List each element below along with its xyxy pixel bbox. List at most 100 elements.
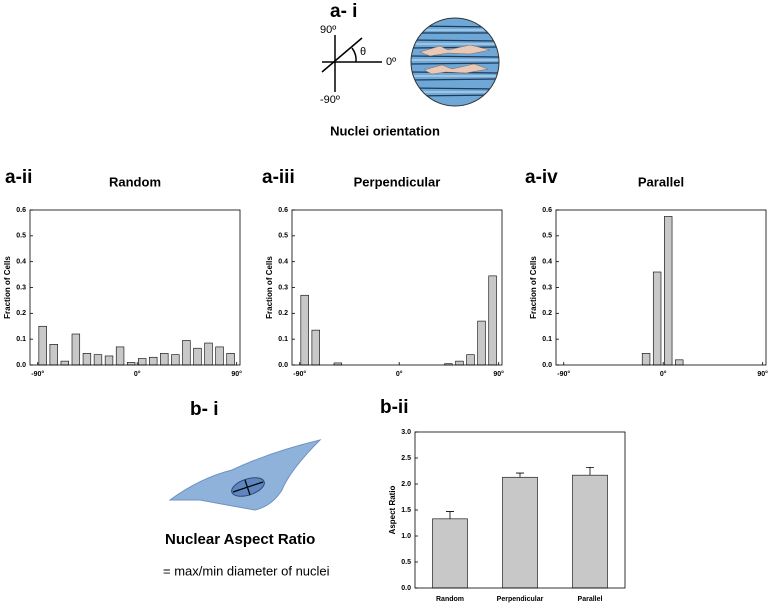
y-tick-label: 0.1: [278, 336, 288, 343]
y-tick-label: 0.5: [278, 233, 288, 240]
chart-title: Perpendicular: [354, 174, 441, 189]
y-tick-label: 0.3: [542, 284, 552, 291]
x-tick-label: 0°: [660, 370, 667, 378]
y-tick-label: 0.1: [542, 336, 552, 343]
x-tick-label: 90°: [493, 370, 504, 378]
y-tick-label: 0.4: [16, 259, 26, 266]
y-tick-label: 3.0: [401, 429, 411, 436]
histogram-bar: [60, 360, 69, 366]
y-tick-label: 0.6: [16, 207, 26, 214]
plot-frame: [291, 209, 503, 366]
panel-label: a-iii: [262, 167, 295, 188]
y-tick-label: 2.5: [401, 455, 411, 462]
x-tick-label: -90°: [293, 370, 306, 378]
y-tick-label: 1.0: [401, 533, 411, 540]
chart-title: Random: [109, 174, 161, 189]
bar: [432, 518, 468, 589]
histogram-bar: [664, 216, 673, 366]
histogram-bar: [104, 355, 114, 366]
caption: Nuclei orientation: [330, 123, 440, 138]
axis-label: 90º: [320, 24, 336, 36]
histogram-bar: [641, 353, 651, 366]
histogram-bar: [149, 356, 158, 366]
y-axis-label: Fraction of Cells: [3, 256, 12, 319]
y-tick-label: 0.0: [401, 585, 411, 592]
error-bar: [446, 511, 454, 519]
histogram-bar: [160, 353, 169, 366]
y-tick-label: 0.3: [278, 284, 288, 291]
x-tick-label: 0°: [134, 370, 141, 378]
histogram-bar: [204, 342, 213, 366]
y-tick-label: 1.5: [401, 507, 411, 514]
orientation-axes: [321, 35, 382, 92]
angle-label: θ: [360, 46, 366, 58]
histogram-bar: [226, 353, 235, 366]
y-tick-label: 0.4: [278, 259, 288, 266]
y-axis-label: Fraction of Cells: [265, 256, 274, 319]
y-tick-label: 0.2: [542, 310, 552, 317]
y-tick-label: 0.1: [16, 336, 26, 343]
axis-label: 0º: [386, 56, 396, 68]
histogram-bar: [38, 325, 47, 366]
histogram-bar: [477, 320, 486, 366]
y-axis-label: Aspect Ratio: [388, 485, 397, 534]
panel-label: b- i: [190, 399, 219, 420]
histogram-bar: [193, 347, 202, 366]
histogram-bar: [300, 294, 309, 366]
y-tick-label: 0.5: [542, 233, 552, 240]
y-tick-label: 0.2: [16, 310, 26, 317]
definition: = max/min diameter of nuclei: [163, 563, 330, 578]
y-tick-label: 0.6: [542, 207, 552, 214]
histogram-bar: [115, 346, 125, 366]
y-tick-label: 0.0: [16, 362, 26, 369]
cell-illustration: [168, 439, 322, 511]
histogram-bar: [49, 344, 58, 366]
panel-label: b-ii: [380, 397, 409, 418]
bar: [572, 474, 608, 589]
y-axis-label: Fraction of Cells: [529, 256, 538, 319]
plot-frame: [555, 209, 767, 366]
x-tick-label: -90°: [31, 370, 44, 378]
error-bar: [586, 466, 594, 476]
histogram-bar: [311, 329, 320, 366]
histogram-bar: [675, 359, 684, 366]
y-tick-label: 0.0: [542, 362, 552, 369]
histogram-bar: [488, 275, 497, 366]
error-bar: [516, 472, 524, 478]
histogram-bar: [171, 354, 180, 366]
histogram-bar: [182, 340, 191, 366]
x-tick-label: 90°: [757, 370, 768, 378]
x-tick-label: Random: [436, 596, 464, 603]
histogram-bar: [215, 346, 224, 366]
bar: [502, 476, 538, 589]
y-tick-label: 0.2: [278, 310, 288, 317]
caption: Nuclear Aspect Ratio: [165, 531, 315, 548]
histogram-bar: [138, 358, 147, 366]
panel-label: a-iv: [525, 167, 558, 188]
x-tick-label: Perpendicular: [497, 596, 544, 603]
panel-label: a-ii: [5, 167, 32, 188]
y-tick-label: 0.5: [16, 233, 26, 240]
y-tick-label: 0.5: [401, 559, 411, 566]
histogram-bar: [466, 354, 475, 366]
x-tick-label: 90°: [231, 370, 242, 378]
x-tick-label: 0°: [396, 370, 403, 378]
histogram-bar: [455, 360, 464, 366]
plot-frame: [29, 209, 241, 366]
panel-label: a- i: [330, 1, 357, 22]
histogram-bar: [71, 333, 81, 366]
histogram-bar: [652, 271, 662, 366]
y-tick-label: 0.3: [16, 284, 26, 291]
y-tick-label: 0.0: [278, 362, 288, 369]
fiber-disc: [411, 18, 499, 106]
disc-outline: [410, 17, 500, 107]
axis-label: -90º: [320, 94, 340, 106]
chart-title: Parallel: [638, 174, 684, 189]
y-tick-label: 2.0: [401, 481, 411, 488]
x-tick-label: Parallel: [578, 596, 603, 603]
y-tick-label: 0.6: [278, 207, 288, 214]
histogram-bar: [93, 354, 103, 366]
x-tick-label: -90°: [557, 370, 570, 378]
histogram-bar: [82, 353, 92, 366]
